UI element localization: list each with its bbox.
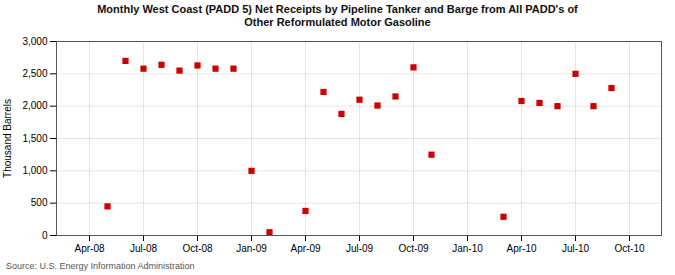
svg-text:1,000: 1,000 xyxy=(22,165,47,176)
svg-text:Apr-10: Apr-10 xyxy=(506,243,536,254)
svg-text:Jul-08: Jul-08 xyxy=(130,243,158,254)
svg-text:2,500: 2,500 xyxy=(22,68,47,79)
svg-text:0: 0 xyxy=(42,230,48,241)
svg-text:2,000: 2,000 xyxy=(22,100,47,111)
svg-text:Thousand Barrels: Thousand Barrels xyxy=(2,99,13,178)
svg-text:3,000: 3,000 xyxy=(22,36,47,47)
svg-text:Apr-08: Apr-08 xyxy=(74,243,104,254)
svg-text:Jul-10: Jul-10 xyxy=(562,243,590,254)
svg-text:Jan-10: Jan-10 xyxy=(452,243,483,254)
html-text:Monthly West Coast (PADD 5) Ne: Monthly West Coast (PADD 5) Net Receipts… xyxy=(97,3,578,28)
svg-text:1,500: 1,500 xyxy=(22,133,47,144)
svg-text:Apr-09: Apr-09 xyxy=(290,243,320,254)
svg-text:Oct-10: Oct-10 xyxy=(614,243,644,254)
svg-text:500: 500 xyxy=(31,197,48,208)
svg-text:Oct-08: Oct-08 xyxy=(182,243,212,254)
svg-text:Jul-09: Jul-09 xyxy=(346,243,374,254)
html-text:Source: U.S. Energy Informatio: Source: U.S. Energy Information Administ… xyxy=(6,261,195,271)
svg-text:Oct-09: Oct-09 xyxy=(398,243,428,254)
svg-text:Jan-09: Jan-09 xyxy=(236,243,267,254)
